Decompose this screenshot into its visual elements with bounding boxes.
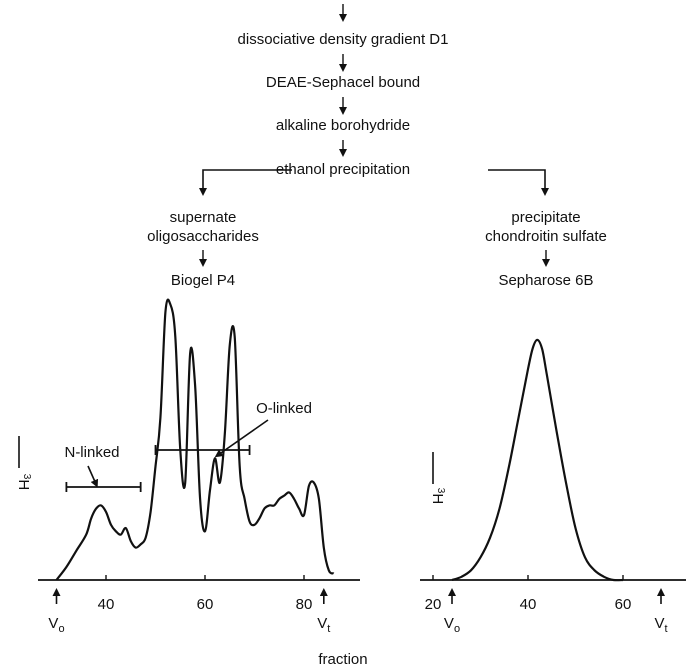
right-branch-line-2: chondroitin sulfate [485,228,607,245]
left-ranges [65,445,251,492]
x-tick-label: 40 [98,596,115,613]
x-axis-label: fraction [318,651,367,668]
o-linked-arrow [214,419,269,458]
x-tick-label: 40 [520,596,537,613]
branch-arrow-left [199,169,292,196]
flow-step-1: dissociative density gradient D1 [238,31,449,48]
x-tick-label: 20 [425,596,442,613]
left-column-title: Biogel P4 [171,272,235,289]
flow-step-2: DEAE-Sephacel bound [266,74,420,91]
sepharose-6b-elution-curve [451,338,624,582]
x-tick-label: 60 [615,596,632,613]
flow-step-3: alkaline borohydride [276,117,410,134]
left-volume-markers: Vo Vt [48,588,330,635]
x-tick-label: 60 [197,596,214,613]
left-branch-line-2: oligosaccharides [147,228,259,245]
x-tick-label: 80 [296,596,313,613]
biogel-p4-chart: 3H 40 60 80 Vo Vt N-linked O-linked [15,298,360,635]
o-linked-label: O-linked [256,400,312,417]
volume-marker-label: Vo [444,615,460,635]
biogel-p4-elution-curve [55,298,335,581]
right-x-ticks: 20 40 60 [425,575,632,613]
right-y-label: 3H [429,488,446,504]
right-volume-markers: Vo Vt [444,588,668,635]
left-y-label: 3H [15,474,32,490]
right-branch-line-1: precipitate [511,209,580,226]
n-linked-label: N-linked [64,444,119,461]
branch-arrow-right [488,169,549,196]
right-column-title: Sepharose 6B [498,272,593,289]
volume-marker-label: Vt [654,615,667,635]
n-linked-arrow [87,465,99,488]
flow-step-4: ethanol precipitation [276,161,410,178]
flowchart: dissociative density gradient D1 DEAE-Se… [147,4,607,289]
left-x-ticks: 40 60 80 [98,575,313,613]
sepharose-6b-chart: 3H 20 40 60 Vo Vt [420,338,686,635]
volume-marker-label: Vt [317,615,330,635]
left-branch-line-1: supernate [170,209,237,226]
volume-marker-label: Vo [48,615,64,635]
